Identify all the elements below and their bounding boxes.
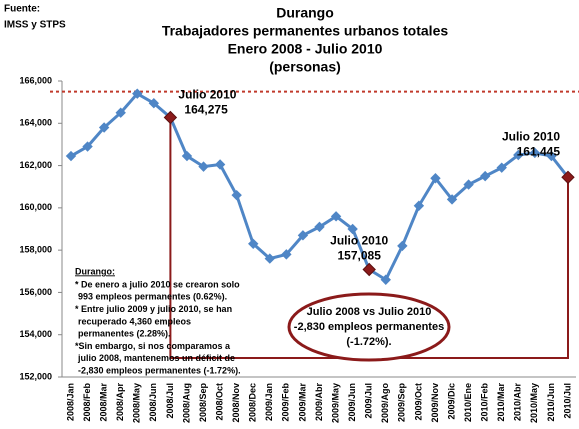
- x-tick-label: 2009/Nov: [430, 383, 440, 423]
- note-line: julio 2008, mantenemos un déficit de: [77, 353, 235, 363]
- value-label: 164,275: [184, 103, 228, 117]
- note-line: *Sin embargo, si nos comparamos a: [75, 341, 231, 351]
- y-tick-label: 156,000: [19, 287, 52, 297]
- y-tick-label: 158,000: [19, 245, 52, 255]
- x-tick-label: 2010/Jul: [562, 383, 572, 419]
- x-tick-label: 2008/Mar: [99, 383, 109, 422]
- point: [264, 253, 276, 264]
- x-tick-label: 2009/Jan: [264, 383, 274, 421]
- point: [248, 238, 259, 250]
- point: [463, 179, 474, 190]
- x-tick-label: 2008/Jun: [148, 383, 158, 422]
- point: [281, 249, 292, 260]
- source-label: Fuente:: [4, 4, 40, 15]
- point: [65, 150, 77, 162]
- x-tick-label: 2009/Jul: [364, 383, 374, 419]
- y-tick-label: 152,000: [19, 371, 52, 381]
- point: [330, 211, 342, 222]
- value-label: 161,445: [517, 144, 561, 158]
- x-tick-label: 2008/Apr: [115, 383, 125, 422]
- line: [70, 91, 570, 282]
- y-tick-label: 162,000: [19, 160, 52, 170]
- note-line: * Entre julio 2009 y julio 2010, se han: [75, 304, 232, 314]
- y-tick-label: 166,000: [19, 75, 52, 85]
- x-tick-label: 2008/Jul: [165, 383, 175, 419]
- point: [148, 97, 160, 109]
- x-tick-label: 2010/Jun: [546, 383, 556, 422]
- x-tick-label: 2008/Jan: [65, 383, 75, 421]
- x-tick-label: 2010/Abr: [513, 383, 523, 422]
- source: IMSS y STPS: [4, 20, 66, 31]
- note-line: recuperado 4,360 empleos: [78, 316, 191, 326]
- x-tick-label: 2009/May: [330, 383, 340, 423]
- comparison-text: Julio 2008 vs Julio 2010: [307, 306, 432, 318]
- point: [362, 262, 376, 277]
- chart-title: Trabajadores permanentes urbanos totales: [162, 23, 449, 39]
- chart-title: Durango: [276, 5, 334, 21]
- y-tick-label: 164,000: [19, 118, 52, 128]
- point: [347, 223, 358, 235]
- point: [98, 122, 110, 133]
- point: [297, 230, 309, 241]
- point: [115, 107, 126, 118]
- point: [231, 189, 242, 201]
- note-line: permanentes (2.28%).: [78, 329, 171, 339]
- point: [380, 274, 391, 285]
- x-tick-label: 2009/Mar: [297, 383, 307, 422]
- y-tick-label: 154,000: [19, 329, 52, 339]
- x-tick-label: 2008/Sep: [198, 383, 208, 423]
- comparison-ellipse: [287, 292, 451, 362]
- point: [314, 221, 325, 233]
- point: [214, 159, 226, 170]
- note-title: Durango:: [75, 266, 115, 276]
- point: [479, 170, 491, 182]
- point: [529, 147, 541, 159]
- x-tick-label: 2008/Aug: [181, 383, 191, 423]
- point: [561, 170, 575, 185]
- x-tick-label: 2009/Sep: [397, 383, 407, 423]
- point-label: Julio 2010: [178, 88, 236, 102]
- comparison-text: (-1.72%).: [346, 336, 391, 348]
- point: [430, 173, 441, 184]
- x-tick-label: 2010/Mar: [496, 383, 506, 422]
- point-label: Julio 2010: [502, 129, 560, 143]
- x-tick-label: 2009/Oct: [413, 383, 423, 421]
- point: [513, 149, 524, 161]
- note-line: -2,830 empleos permanentes (-1.72%).: [78, 365, 241, 375]
- x-tick-label: 2010/May: [529, 383, 539, 423]
- point: [82, 141, 93, 152]
- point: [198, 161, 209, 172]
- x-tick-label: 2009/Jun: [347, 383, 357, 422]
- value-label: 157,085: [338, 249, 382, 263]
- point: [132, 88, 143, 99]
- point: [181, 150, 193, 162]
- chart-title: Enero 2008 - Julio 2010: [228, 41, 383, 57]
- x-tick-label: 2009/Dic: [446, 383, 456, 420]
- x-tick-label: 2008/Feb: [82, 383, 92, 422]
- x-tick-label: 2008/Nov: [231, 383, 241, 423]
- note-line: 993 empleos permanentes (0.62%).: [78, 292, 227, 302]
- point: [546, 150, 557, 162]
- x-tick-label: 2009/Abr: [314, 383, 324, 422]
- x-tick-label: 2009/Ago: [380, 383, 390, 424]
- x-tick-label: 2009/Feb: [281, 383, 291, 422]
- point: [163, 110, 178, 125]
- x-tick-label: 2010/Feb: [480, 383, 490, 422]
- point: [496, 162, 507, 173]
- point: [397, 240, 408, 252]
- x-tick-label: 2008/Oct: [214, 383, 224, 421]
- comparison-text: -2,830 empleos permanentes: [294, 321, 444, 333]
- chart-title: (personas): [269, 59, 341, 75]
- y-tick-label: 160,000: [19, 202, 52, 212]
- x-tick-label: 2008/Dec: [248, 383, 258, 422]
- note-line: * De enero a julio 2010 se crearon solo: [75, 279, 240, 289]
- point: [446, 194, 458, 205]
- x-tick-label: 2010/Ene: [463, 383, 473, 422]
- x-tick-label: 2008/May: [132, 383, 142, 423]
- point-label: Julio 2010: [330, 234, 388, 248]
- point: [413, 200, 425, 211]
